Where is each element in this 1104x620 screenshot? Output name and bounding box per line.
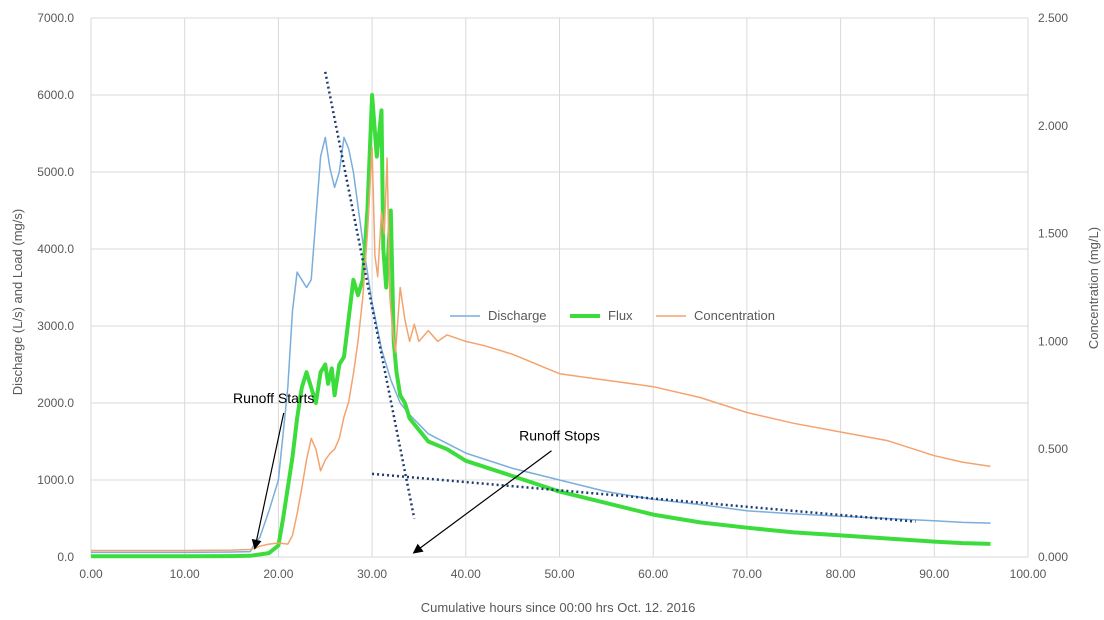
x-tick-label: 100.00 bbox=[1010, 567, 1047, 581]
y-left-tick-label: 4000.0 bbox=[37, 242, 74, 256]
legend-label-concentration: Concentration bbox=[694, 308, 775, 323]
legend: Discharge Flux Concentration bbox=[450, 308, 775, 323]
x-tick-label: 30.00 bbox=[357, 567, 387, 581]
legend-label-discharge: Discharge bbox=[488, 308, 547, 323]
y-left-tick-label: 6000.0 bbox=[37, 88, 74, 102]
x-tick-label: 90.00 bbox=[919, 567, 949, 581]
trendlines bbox=[324, 71, 916, 523]
series-layer bbox=[91, 93, 991, 559]
y-left-tick-label: 7000.0 bbox=[37, 11, 74, 25]
y-axis-title-left: Discharge (L/s) and Load (mg/s) bbox=[10, 209, 25, 395]
y-left-tick-label: 3000.0 bbox=[37, 319, 74, 333]
y-right-tick-label: 2.000 bbox=[1038, 119, 1068, 133]
x-tick-label: 20.00 bbox=[263, 567, 293, 581]
y-left-tick-label: 1000.0 bbox=[37, 473, 74, 487]
y-axis-title-right: Concentration (mg/L) bbox=[1086, 227, 1101, 349]
y-right-tick-label: 1.000 bbox=[1038, 334, 1068, 348]
legend-label-flux: Flux bbox=[608, 308, 633, 323]
x-tick-label: 50.00 bbox=[544, 567, 574, 581]
trendline-1 bbox=[324, 71, 416, 519]
grid bbox=[90, 17, 1029, 558]
annotations: Runoff Starts Runoff Stops bbox=[233, 390, 600, 554]
annotation-label: Runoff Starts bbox=[233, 390, 314, 406]
x-tick-label: 80.00 bbox=[826, 567, 856, 581]
annotation-label: Runoff Stops bbox=[519, 428, 600, 444]
annotation-arrow bbox=[251, 412, 285, 550]
y-left-tick-label: 5000.0 bbox=[37, 165, 74, 179]
annotation-arrow bbox=[412, 450, 552, 554]
x-tick-label: 60.00 bbox=[638, 567, 668, 581]
x-tick-label: 40.00 bbox=[451, 567, 481, 581]
y-left-tick-label: 2000.0 bbox=[37, 396, 74, 410]
y-right-tick-label: 0.000 bbox=[1038, 550, 1068, 564]
y-right-tick-label: 1.500 bbox=[1038, 227, 1068, 241]
y-right-tick-label: 2.500 bbox=[1038, 11, 1068, 25]
y-right-tick-label: 0.500 bbox=[1038, 442, 1068, 456]
x-axis-title: Cumulative hours since 00:00 hrs Oct. 12… bbox=[421, 600, 696, 615]
x-tick-label: 70.00 bbox=[732, 567, 762, 581]
tick-labels: 0.00 10.00 20.00 30.00 40.00 50.00 60.00 70.00 8… bbox=[37, 11, 1068, 581]
x-tick-label: 10.00 bbox=[170, 567, 200, 581]
series-line-discharge bbox=[91, 136, 991, 554]
y-left-tick-label: 0.0 bbox=[57, 550, 74, 564]
series-line-flux bbox=[91, 93, 991, 559]
series-line-concentration bbox=[91, 146, 991, 552]
x-tick-label: 0.00 bbox=[79, 567, 103, 581]
trendline-2 bbox=[371, 472, 916, 523]
